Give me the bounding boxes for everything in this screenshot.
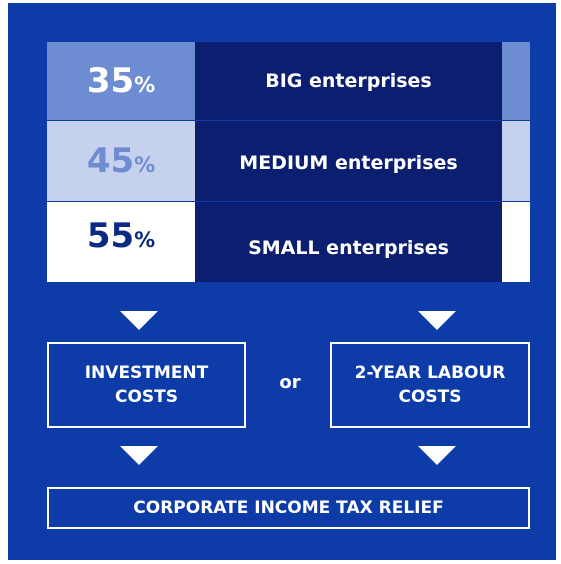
- connector: or: [279, 372, 301, 393]
- tier-strip: [502, 42, 530, 120]
- percent-unit: %: [134, 153, 156, 177]
- percent-unit: %: [134, 73, 156, 97]
- tier-percent: 55%: [47, 202, 195, 282]
- tier-label: BIG enterprises: [195, 42, 502, 120]
- arrow-down: [418, 311, 456, 330]
- arrow-down: [418, 446, 456, 465]
- arrow-down: [120, 446, 158, 465]
- option-box: 2-YEAR LABOUR COSTS: [330, 342, 530, 428]
- percent-unit: %: [134, 228, 156, 252]
- tier-strip: [502, 202, 530, 282]
- tier-label: SMALL enterprises: [195, 202, 502, 282]
- percent-value: 55: [86, 216, 135, 256]
- tier-label: MEDIUM enterprises: [195, 121, 502, 201]
- percent-value: 35: [86, 61, 135, 101]
- tier-percent: 45%: [47, 121, 195, 201]
- option-box: INVESTMENT COSTS: [47, 342, 246, 428]
- tier-percent: 35%: [47, 42, 195, 120]
- result-box: CORPORATE INCOME TAX RELIEF: [47, 487, 530, 529]
- arrow-down: [120, 311, 158, 330]
- percent-value: 45: [86, 141, 135, 181]
- tier-strip: [502, 121, 530, 201]
